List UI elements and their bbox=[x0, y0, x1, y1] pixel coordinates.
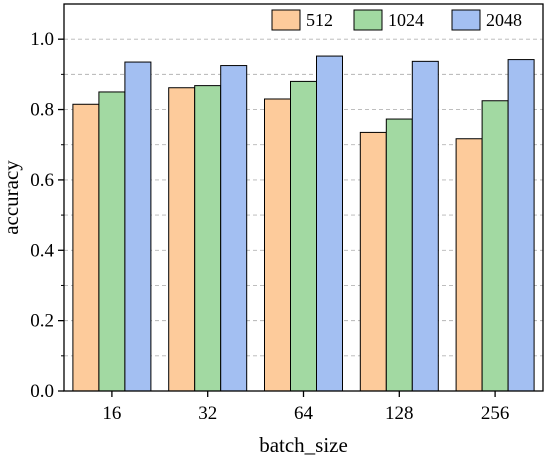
legend-swatch-512 bbox=[271, 9, 301, 31]
legend-swatch-1024 bbox=[353, 9, 383, 31]
y-tick-label: 0.0 bbox=[30, 381, 54, 402]
bar-512-64 bbox=[264, 98, 291, 392]
x-axis-title: batch_size bbox=[259, 433, 348, 457]
bar-2048-16 bbox=[124, 61, 152, 392]
bar-1024-64 bbox=[290, 80, 317, 392]
x-tick-label: 32 bbox=[198, 403, 217, 424]
legend-swatch-2048 bbox=[451, 9, 481, 31]
x-tick-label: 16 bbox=[102, 403, 121, 424]
legend-label-512: 512 bbox=[306, 10, 333, 30]
bar-512-16 bbox=[72, 103, 100, 392]
x-tick-label: 256 bbox=[481, 403, 510, 424]
bar-2048-64 bbox=[316, 55, 343, 392]
bar-1024-128 bbox=[385, 118, 413, 392]
y-axis-title: accuracy bbox=[0, 160, 23, 235]
bar-1024-256 bbox=[481, 100, 509, 392]
bar-1024-16 bbox=[98, 91, 126, 392]
legend-label-1024: 1024 bbox=[388, 10, 424, 30]
y-tick-label: 0.8 bbox=[30, 100, 54, 121]
bar-512-256 bbox=[455, 138, 483, 392]
y-tick-label: 0.2 bbox=[30, 311, 54, 332]
x-tick-label: 64 bbox=[294, 403, 314, 424]
y-tick-label: 0.6 bbox=[30, 170, 54, 191]
y-tick-label: 1.0 bbox=[30, 29, 54, 50]
x-axis-ticks: 16 32 64 128 256 bbox=[102, 391, 509, 424]
y-axis-ticks: 0.0 0.2 0.4 0.6 0.8 1.0 bbox=[30, 29, 64, 402]
bar-512-32 bbox=[168, 87, 196, 392]
bar-2048-256 bbox=[507, 59, 535, 392]
legend-label-2048: 2048 bbox=[486, 10, 522, 30]
bars bbox=[72, 55, 535, 392]
bar-2048-128 bbox=[411, 60, 439, 392]
legend: 512 1024 2048 bbox=[271, 9, 522, 31]
bar-2048-32 bbox=[220, 65, 248, 392]
bar-1024-32 bbox=[194, 85, 222, 392]
bar-512-128 bbox=[359, 131, 387, 392]
y-tick-label: 0.4 bbox=[30, 240, 54, 261]
x-tick-label: 128 bbox=[385, 403, 414, 424]
